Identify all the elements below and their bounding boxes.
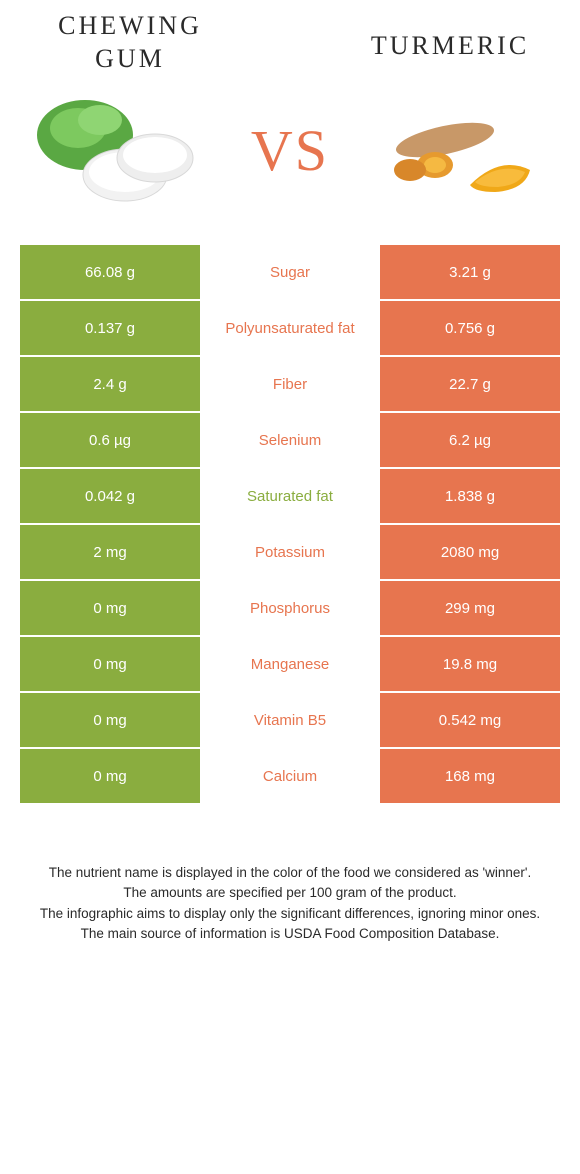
table-row: 0 mgCalcium168 mg <box>20 749 560 803</box>
table-row: 0.137 gPolyunsaturated fat0.756 g <box>20 301 560 355</box>
right-value-cell: 299 mg <box>380 581 560 635</box>
footer-notes: The nutrient name is displayed in the co… <box>0 863 580 974</box>
vs-label: VS <box>251 117 329 184</box>
right-value-cell: 0.542 mg <box>380 693 560 747</box>
left-value-cell: 0 mg <box>20 637 200 691</box>
right-value-cell: 19.8 mg <box>380 637 560 691</box>
right-value-cell: 168 mg <box>380 749 560 803</box>
left-value-cell: 0 mg <box>20 749 200 803</box>
footer-line: The amounts are specified per 100 gram o… <box>30 883 550 903</box>
right-value-cell: 1.838 g <box>380 469 560 523</box>
nutrient-label: Sugar <box>200 245 380 299</box>
footer-line: The infographic aims to display only the… <box>30 904 550 924</box>
table-row: 0 mgPhosphorus299 mg <box>20 581 560 635</box>
left-value-cell: 0.042 g <box>20 469 200 523</box>
table-row: 0 mgManganese19.8 mg <box>20 637 560 691</box>
nutrient-label: Polyunsaturated fat <box>200 301 380 355</box>
right-value-cell: 3.21 g <box>380 245 560 299</box>
left-value-cell: 0 mg <box>20 693 200 747</box>
left-food-title: Chewing gum <box>30 10 230 75</box>
nutrient-label: Fiber <box>200 357 380 411</box>
table-row: 2.4 gFiber22.7 g <box>20 357 560 411</box>
table-row: 66.08 gSugar3.21 g <box>20 245 560 299</box>
right-food-image <box>370 80 550 220</box>
nutrient-label: Potassium <box>200 525 380 579</box>
nutrient-label: Selenium <box>200 413 380 467</box>
table-row: 0.042 gSaturated fat1.838 g <box>20 469 560 523</box>
right-value-cell: 0.756 g <box>380 301 560 355</box>
turmeric-icon <box>380 90 540 210</box>
table-row: 0.6 µgSelenium6.2 µg <box>20 413 560 467</box>
nutrient-label: Vitamin B5 <box>200 693 380 747</box>
nutrient-label: Calcium <box>200 749 380 803</box>
table-row: 2 mgPotassium2080 mg <box>20 525 560 579</box>
left-value-cell: 0 mg <box>20 581 200 635</box>
left-value-cell: 0.137 g <box>20 301 200 355</box>
left-value-cell: 2.4 g <box>20 357 200 411</box>
left-value-cell: 0.6 µg <box>20 413 200 467</box>
vs-row: VS <box>0 75 580 245</box>
table-row: 0 mgVitamin B50.542 mg <box>20 693 560 747</box>
footer-line: The main source of information is USDA F… <box>30 924 550 944</box>
nutrient-table: 66.08 gSugar3.21 g0.137 gPolyunsaturated… <box>20 245 560 803</box>
infographic-container: Chewing gum Turmeric VS <box>0 0 580 974</box>
header: Chewing gum Turmeric <box>0 0 580 75</box>
chewing-gum-icon <box>30 80 210 220</box>
right-food-title: Turmeric <box>350 30 550 63</box>
left-value-cell: 2 mg <box>20 525 200 579</box>
nutrient-label: Phosphorus <box>200 581 380 635</box>
left-value-cell: 66.08 g <box>20 245 200 299</box>
right-value-cell: 22.7 g <box>380 357 560 411</box>
right-value-cell: 6.2 µg <box>380 413 560 467</box>
left-food-image <box>30 80 210 220</box>
footer-line: The nutrient name is displayed in the co… <box>30 863 550 883</box>
right-value-cell: 2080 mg <box>380 525 560 579</box>
nutrient-label: Saturated fat <box>200 469 380 523</box>
nutrient-label: Manganese <box>200 637 380 691</box>
